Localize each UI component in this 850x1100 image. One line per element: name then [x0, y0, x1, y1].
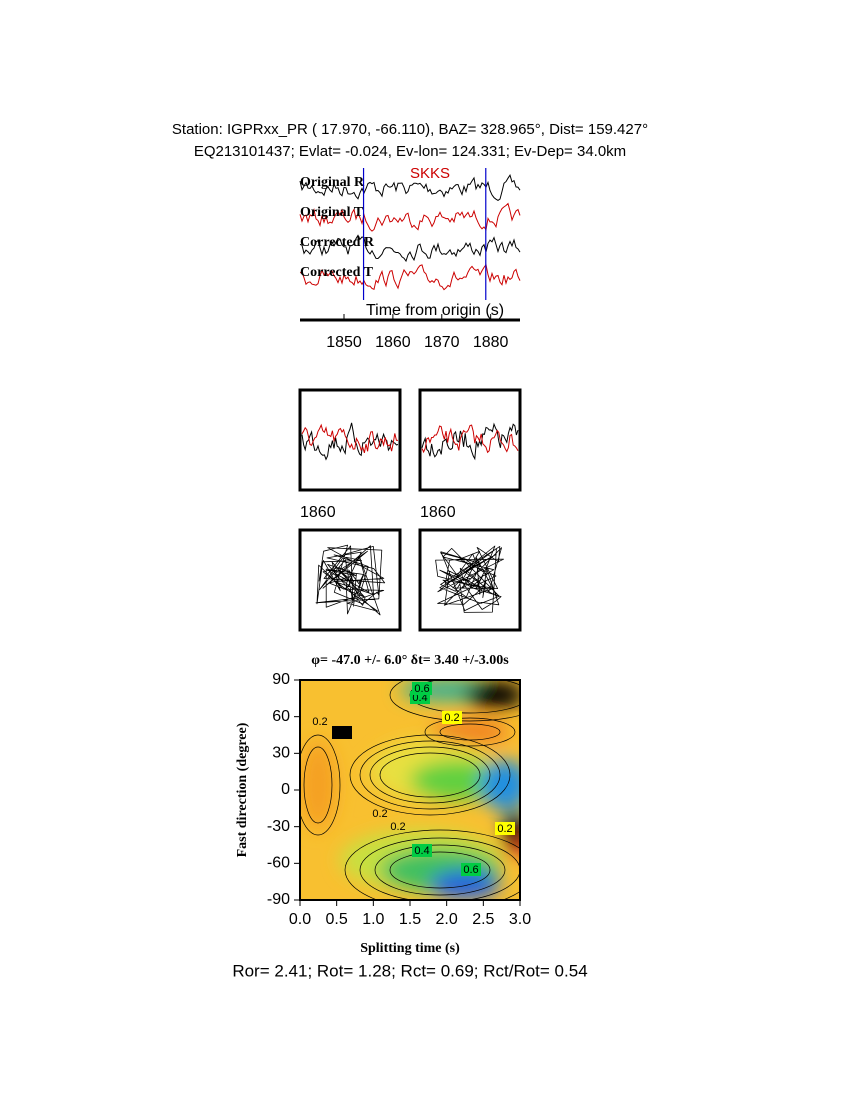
x-tick-label: 1.0 [362, 911, 384, 928]
x-tick-label: 0.0 [289, 911, 311, 928]
contour-label-bg [332, 726, 352, 739]
x-tick-label: 1850 [326, 334, 362, 351]
trace [301, 423, 399, 454]
contour-label-bg [412, 844, 432, 857]
contour-label-bg [442, 711, 462, 724]
contour-label: 0.6 [463, 864, 478, 876]
phase-label: SKKS [410, 165, 450, 182]
contour-label-bg [495, 822, 515, 835]
contour-field [300, 680, 520, 900]
contour-lines [300, 680, 520, 900]
x-tick-label: 0.5 [326, 911, 348, 928]
contour-label: 0.2 [334, 727, 349, 739]
footer: Ror= 2.41; Rot= 1.28; Rct= 0.69; Rct/Rot… [232, 961, 587, 980]
x-tick-label: 1.5 [399, 911, 421, 928]
contour-label: 0.2 [444, 712, 459, 724]
y-axis-label: Fast direction (degree) [235, 722, 250, 857]
contour-label: 0.4 [414, 845, 429, 857]
contour-label: 0.2 [390, 821, 405, 833]
trace [299, 263, 521, 291]
trace [299, 174, 521, 201]
panel-frame [298, 388, 402, 492]
contour-label: 0.6 [414, 683, 429, 695]
trace-label: Original T [300, 205, 364, 220]
y-tick-label: 60 [272, 708, 290, 725]
x-axis-label: Time from origin (s) [366, 302, 504, 319]
particle-motion [435, 545, 504, 613]
y-tick-label: -90 [267, 891, 290, 908]
particle-motion [315, 544, 386, 616]
header-line: EQ213101437; Evlat= -0.024, Ev-lon= 124.… [194, 143, 626, 160]
y-tick-label: 0 [281, 781, 290, 798]
x-tick-label: 2.0 [436, 911, 458, 928]
trace-label: Original R [300, 175, 365, 190]
trace-label: Corrected T [300, 265, 374, 280]
trace [421, 424, 519, 454]
trace [299, 202, 521, 232]
header-line: Station: IGPRxx_PR ( 17.970, -66.110), B… [172, 121, 648, 138]
y-tick-label: 90 [272, 671, 290, 688]
panel-tick-label: 1860 [420, 504, 456, 521]
x-tick-label: 3.0 [509, 911, 531, 928]
panel-frame [418, 388, 522, 492]
x-axis-label: Splitting time (s) [360, 941, 460, 956]
contour-label: 0.2 [312, 716, 327, 728]
contour-shading [300, 680, 520, 899]
panel-tick-label: 1860 [300, 504, 336, 521]
trace [421, 422, 519, 461]
contour-label: 0.2 [372, 808, 387, 820]
panel-frame [418, 528, 522, 632]
trace [299, 234, 521, 263]
contour-title: φ= -47.0 +/- 6.0° δt= 3.40 +/-3.00s [311, 653, 509, 668]
y-tick-label: 30 [272, 745, 290, 762]
trace-label: Corrected R [300, 235, 375, 250]
contour-label-bg [461, 863, 481, 876]
x-tick-label: 2.5 [472, 911, 494, 928]
trace [301, 422, 399, 461]
y-tick-label: -30 [267, 818, 290, 835]
contour-label-bg [412, 682, 432, 695]
x-tick-label: 1860 [375, 334, 411, 351]
panel-frame [298, 528, 402, 632]
x-tick-label: 1880 [473, 334, 509, 351]
y-tick-label: -60 [267, 855, 290, 872]
x-tick-label: 1870 [424, 334, 460, 351]
contour-label: 0.2 [497, 823, 512, 835]
